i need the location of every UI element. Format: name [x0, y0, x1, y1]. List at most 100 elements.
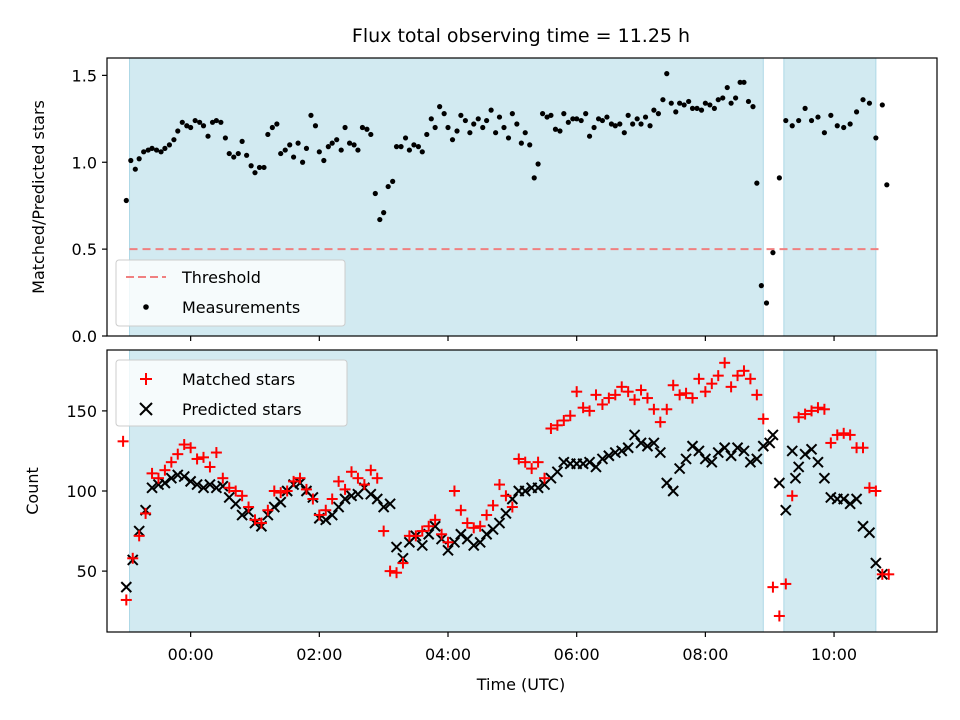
measurement-point	[707, 102, 713, 108]
measurement-point	[522, 130, 528, 136]
matched-star-point	[384, 565, 396, 577]
matched-star-point	[152, 472, 164, 484]
predicted-star-point	[744, 456, 757, 468]
measurement-point	[338, 147, 344, 153]
matched-star-point	[680, 387, 692, 399]
measurement-point	[750, 104, 756, 110]
matched-star-point	[397, 557, 409, 569]
measurement-point	[612, 123, 618, 129]
xtick-label: 00:00	[168, 645, 214, 664]
matched-star-point	[249, 514, 261, 526]
matched-star-point	[191, 453, 203, 465]
top-y-axis-label: Matched/Predicted stars	[29, 100, 48, 294]
predicted-star-point	[622, 442, 634, 454]
measurement-point	[303, 145, 310, 151]
measurement-point	[175, 128, 181, 134]
matched-star-point	[159, 464, 171, 476]
measurement-point	[205, 133, 211, 139]
measurement-point	[136, 156, 142, 162]
predicted-star-point	[448, 536, 461, 548]
measurement-point	[325, 144, 331, 150]
measurement-point	[402, 135, 409, 141]
matched-star-point	[339, 483, 351, 495]
figure-title: Flux total observing time = 11.25 h	[352, 25, 690, 47]
measurement-point	[668, 100, 674, 106]
matched-star-point	[487, 499, 499, 511]
measurement-point	[158, 149, 164, 155]
measurement-point	[213, 117, 219, 124]
matched-star-point	[423, 520, 435, 532]
matched-star-point	[635, 384, 647, 396]
matched-star-point	[294, 472, 306, 484]
matched-star-point	[667, 379, 679, 391]
matched-star-point	[436, 528, 448, 540]
matched-star-point	[391, 567, 403, 579]
matched-star-point	[857, 442, 869, 454]
top-ytick-label: 1.5	[72, 66, 97, 85]
matched-star-point	[120, 594, 132, 606]
legend-predicted-label: Predicted stars	[182, 400, 302, 419]
measurement-point	[647, 123, 653, 129]
matched-star-point	[577, 402, 589, 414]
measurement-point	[346, 140, 353, 146]
predicted-star-point	[667, 485, 679, 497]
measurement-point	[248, 163, 254, 169]
predicted-star-point	[863, 526, 876, 539]
predicted-star-point	[332, 501, 345, 513]
bottom-ytick-label: 150	[66, 402, 97, 421]
predicted-star-point	[786, 445, 798, 457]
matched-star-point	[757, 413, 769, 425]
matched-star-point	[410, 530, 422, 542]
matched-star-point	[236, 490, 248, 502]
matched-star-point	[674, 389, 686, 401]
measurement-point	[770, 250, 776, 256]
matched-star-point	[780, 578, 792, 590]
measurement-point	[312, 123, 319, 129]
matched-star-point	[243, 501, 255, 513]
matched-star-point	[725, 381, 737, 393]
measurement-point	[197, 119, 203, 125]
predicted-star-point	[837, 493, 850, 505]
measurement-point	[847, 121, 853, 127]
measurement-point	[377, 216, 383, 223]
predicted-star-point	[792, 461, 805, 473]
matched-star-point	[712, 370, 724, 382]
predicted-star-point	[146, 482, 158, 494]
measurement-point	[681, 102, 687, 108]
measurement-point	[505, 135, 512, 141]
measurement-point	[282, 147, 288, 153]
measurement-point	[355, 147, 361, 153]
predicted-star-point	[365, 488, 377, 500]
matched-star-point	[596, 398, 608, 410]
measurement-point	[535, 161, 541, 167]
matched-star-point	[140, 507, 152, 519]
measurement-point	[501, 124, 507, 131]
predicted-star-point	[519, 485, 531, 497]
measurement-point	[884, 182, 890, 188]
matched-star-point	[519, 456, 531, 468]
measurement-point	[763, 300, 770, 306]
measurement-point	[364, 126, 370, 132]
measurement-point	[514, 121, 520, 127]
shaded-span-1	[783, 349, 877, 633]
measurement-point	[660, 97, 666, 103]
predicted-star-point	[371, 493, 383, 505]
predicted-star-point	[583, 456, 596, 468]
measurement-point	[256, 164, 263, 171]
matched-star-point	[641, 392, 653, 404]
xtick-label: 02:00	[296, 645, 342, 664]
measurement-point	[351, 142, 357, 148]
matched-star-point	[352, 472, 364, 484]
measurement-point	[449, 137, 456, 143]
matched-star-point	[429, 514, 441, 526]
measurement-point	[484, 117, 490, 124]
predicted-star-point	[493, 517, 506, 529]
predicted-star-point	[764, 437, 776, 449]
matched-star-point	[230, 485, 242, 497]
matched-star-point	[526, 463, 538, 475]
predicted-star-point	[384, 498, 396, 510]
predicted-star-point	[500, 507, 512, 520]
measurement-point	[278, 150, 284, 157]
predicted-star-point	[474, 536, 486, 548]
